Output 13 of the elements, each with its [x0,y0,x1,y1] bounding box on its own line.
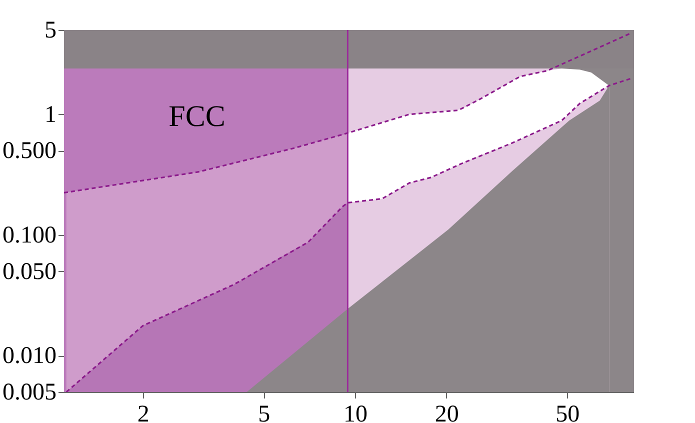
y-tick-label: 5 [44,18,56,44]
y-tick-label: 0.100 [2,222,56,249]
y-tick-label: 0.005 [2,380,56,406]
y-tick-label: 1 [44,102,56,128]
annotation: FCC [168,100,226,133]
x-tick-label: 20 [434,402,459,423]
y-tick-label: 0.500 [2,138,56,164]
x-tick-label: 5 [258,402,270,423]
x-tick-label: 2 [137,402,150,423]
x-tick-label: 10 [344,402,368,423]
y-tick-label: 0.010 [2,343,56,370]
x-tick-label: 50 [556,402,580,423]
y-tick-label: 0.050 [2,258,56,285]
